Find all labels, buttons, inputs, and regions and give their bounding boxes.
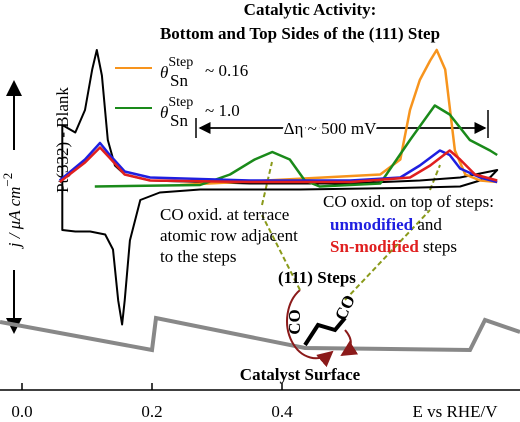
pointer (261, 161, 273, 206)
series-line (58, 141, 498, 184)
x-tick-label: 0.4 (271, 402, 293, 421)
y-label-sup: −2 (0, 173, 15, 187)
co-label: CO (285, 309, 304, 335)
series-line (58, 146, 498, 184)
surface-label: Catalyst Surface (240, 365, 361, 384)
annotation-steps: steps (419, 237, 457, 256)
annotation: atomic row adjacent (160, 226, 298, 245)
step-label: (111) Steps (278, 268, 356, 287)
pointer (344, 209, 431, 301)
legend-sup: Step (168, 55, 193, 70)
legend-theta: θ (160, 103, 168, 122)
annotation: to the steps (160, 247, 237, 266)
y-axis-label: j / μA cm−2 (0, 173, 24, 249)
legend-sup: Step (168, 95, 193, 110)
delta-bg: Δη ~ 500 mV (284, 119, 377, 138)
x-tick-label: 0.2 (141, 402, 162, 421)
legend-theta: θ (160, 63, 168, 82)
title-line: Bottom and Top Sides of the (111) Step (160, 24, 440, 43)
pointer (429, 164, 441, 191)
legend-symbol: θStep (160, 95, 193, 122)
annotation: unmodified and (330, 215, 442, 234)
annotation-sn: Sn-modified (330, 237, 419, 256)
co-label: CO (331, 292, 359, 323)
circular-arrow (286, 289, 334, 368)
surface-line (0, 315, 520, 353)
legend-symbol: θStep (160, 55, 193, 82)
pointer-group (261, 161, 441, 301)
legend-label: ~ 0.16 (205, 61, 248, 80)
y-label-text: j / μA cm (5, 187, 24, 250)
series-line (179, 48, 498, 187)
annotation-unmodified: unmodified (330, 215, 414, 234)
pointer (261, 214, 301, 291)
x-tick-label: 0.0 (11, 402, 32, 421)
legend-sub: Sn (170, 71, 188, 90)
annotation: CO oxid. on top of steps: (323, 192, 494, 211)
annotation: Sn-modified steps (330, 237, 457, 256)
title-line: Catalytic Activity: (244, 0, 377, 19)
delta-label: Δη ~ 500 mV (284, 119, 377, 138)
series-line (94, 104, 498, 188)
legend-label: ~ 1.0 (205, 101, 240, 120)
x-axis-label: E vs RHE/V (413, 402, 499, 421)
circular-arrow (340, 329, 359, 357)
annotation: CO oxid. at terrace (160, 205, 289, 224)
legend-sub: Sn (170, 111, 188, 130)
annotation-and: and (413, 215, 442, 234)
step-atoms (303, 316, 347, 347)
